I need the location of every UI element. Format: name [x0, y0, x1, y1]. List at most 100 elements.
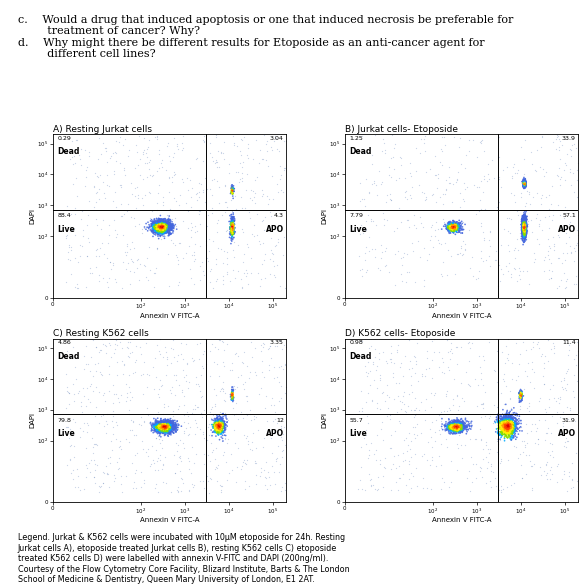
Point — [449, 422, 458, 432]
Point — [153, 419, 162, 428]
Point — [65, 442, 74, 451]
Point — [160, 422, 169, 431]
Point — [503, 429, 513, 439]
Point — [451, 418, 460, 427]
Point — [152, 426, 162, 435]
Point — [450, 420, 460, 430]
Point — [500, 419, 510, 429]
Point — [520, 221, 530, 230]
Point — [363, 210, 373, 220]
Point — [517, 388, 526, 397]
Point — [159, 222, 168, 231]
Point — [519, 223, 529, 232]
Point — [451, 220, 460, 230]
Point — [507, 418, 517, 427]
Point — [559, 418, 568, 427]
Point — [96, 482, 106, 491]
Point — [183, 418, 193, 427]
Point — [506, 426, 516, 435]
Point — [521, 182, 530, 191]
Point — [529, 248, 538, 258]
Point — [453, 225, 462, 235]
Point — [64, 433, 74, 443]
Point — [519, 222, 529, 231]
Point — [454, 425, 463, 434]
Point — [157, 419, 166, 429]
Point — [520, 180, 529, 189]
Point — [229, 217, 238, 226]
Point — [163, 423, 172, 433]
Point — [229, 220, 238, 229]
Point — [221, 413, 231, 423]
Point — [458, 427, 467, 437]
Point — [446, 478, 455, 487]
Point — [215, 416, 225, 425]
Point — [522, 181, 531, 190]
Point — [228, 225, 237, 234]
Point — [159, 420, 169, 430]
Point — [210, 427, 219, 436]
Point — [167, 424, 176, 433]
Point — [519, 179, 529, 189]
Point — [121, 251, 130, 260]
Point — [519, 219, 528, 228]
Point — [519, 179, 528, 189]
Point — [154, 227, 163, 237]
Point — [519, 178, 529, 187]
Point — [115, 337, 124, 346]
Point — [520, 227, 529, 236]
Point — [150, 222, 159, 231]
Point — [155, 420, 165, 430]
Point — [124, 383, 134, 392]
Point — [520, 229, 530, 238]
Point — [150, 422, 159, 431]
Point — [520, 223, 529, 232]
Point — [144, 224, 154, 233]
Point — [72, 192, 82, 201]
Point — [519, 218, 529, 227]
Point — [169, 418, 178, 427]
Point — [520, 228, 529, 237]
Point — [447, 423, 457, 432]
Point — [496, 425, 506, 434]
Point — [224, 159, 234, 169]
Point — [466, 452, 475, 461]
Point — [398, 253, 408, 262]
Point — [519, 220, 529, 229]
Point — [474, 182, 484, 192]
Point — [164, 221, 173, 231]
Point — [519, 222, 529, 231]
Point — [159, 224, 168, 234]
Point — [520, 214, 530, 224]
Point — [505, 412, 514, 422]
Point — [519, 221, 528, 231]
Point — [260, 472, 270, 481]
Point — [211, 427, 221, 436]
Point — [165, 423, 174, 432]
Point — [519, 222, 528, 231]
Point — [519, 181, 529, 190]
Point — [449, 422, 458, 432]
Point — [212, 420, 221, 429]
Point — [520, 217, 529, 227]
Text: 79.8: 79.8 — [57, 418, 71, 423]
Point — [447, 220, 456, 230]
Point — [520, 179, 529, 189]
Point — [517, 389, 526, 398]
Point — [155, 220, 165, 230]
Point — [217, 415, 226, 424]
Point — [140, 145, 149, 155]
Point — [519, 226, 529, 235]
Point — [162, 421, 171, 430]
Point — [519, 218, 528, 227]
Point — [139, 390, 148, 399]
Point — [443, 423, 453, 433]
Point — [502, 423, 511, 432]
Point — [449, 419, 458, 429]
Point — [540, 172, 549, 181]
Point — [427, 433, 436, 442]
Point — [447, 420, 457, 430]
Point — [159, 417, 168, 426]
Point — [157, 220, 166, 229]
Point — [161, 423, 170, 433]
